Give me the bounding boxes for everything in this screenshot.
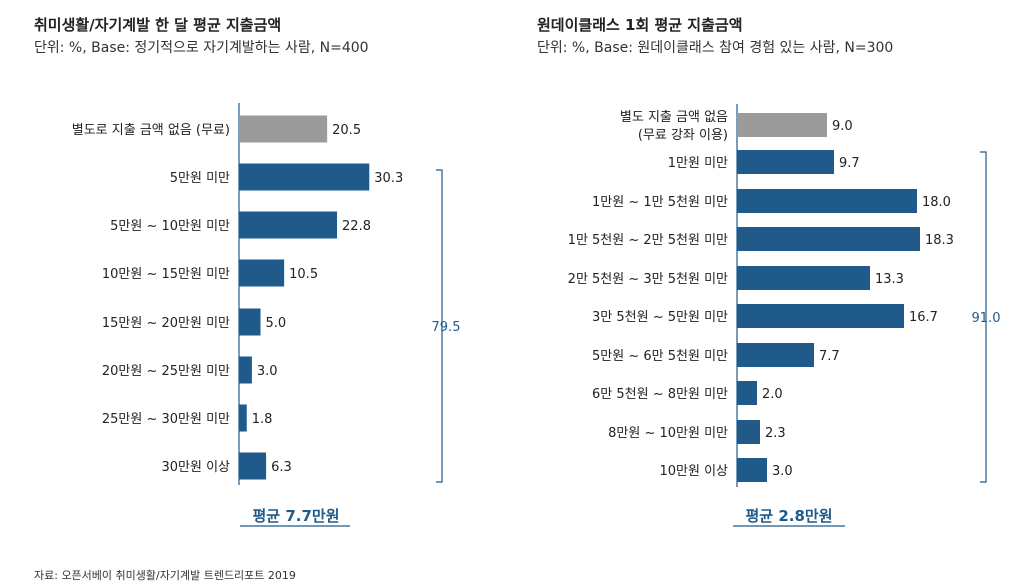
right-value-label: 2.3 [765, 426, 786, 441]
right-bar [737, 458, 767, 482]
right-category-label: 2만 5천원 ~ 3만 5천원 미만 [568, 272, 728, 287]
right-value-label: 2.0 [762, 387, 783, 402]
left-category-label: 25만원 ~ 30만원 미만 [102, 412, 230, 427]
left-bar [239, 115, 328, 143]
right-value-label: 18.3 [925, 233, 954, 248]
left-category-label: 10만원 ~ 15만원 미만 [102, 267, 230, 282]
right-bar [737, 227, 920, 251]
left-category-label: 별도로 지출 금액 없음 (무료) [72, 123, 230, 138]
left-bracket-label: 79.5 [432, 320, 461, 335]
left-chart-title: 취미생활/자기계발 한 달 평균 지출금액 [34, 16, 282, 34]
left-category-label: 5만원 미만 [170, 171, 230, 186]
right-value-label: 18.0 [922, 195, 951, 210]
right-category-label: 6만 5천원 ~ 8만원 미만 [592, 387, 728, 402]
right-bracket-label: 91.0 [972, 311, 1001, 326]
left-chart-subtitle: 단위: %, Base: 정기적으로 자기계발하는 사람, N=400 [34, 40, 369, 56]
left-value-label: 6.3 [271, 460, 292, 475]
right-average-label: 평균 2.8만원 [746, 507, 833, 525]
right-category-label: 5만원 ~ 6만 5천원 미만 [592, 349, 728, 364]
left-category-label: 15만원 ~ 20만원 미만 [102, 316, 230, 331]
right-value-label: 3.0 [772, 464, 793, 479]
right-category-label: 3만 5천원 ~ 5만원 미만 [592, 310, 728, 325]
right-bar [737, 343, 814, 367]
right-value-label: 7.7 [819, 349, 840, 364]
right-value-label: 16.7 [909, 310, 938, 325]
left-bar [239, 163, 370, 191]
left-value-label: 30.3 [374, 171, 403, 186]
right-bracket [980, 151, 987, 483]
source-note: 자료: 오픈서베이 취미생활/자기계발 트렌드리포트 2019 [34, 569, 296, 582]
right-bar [737, 150, 834, 174]
right-category-label: 1만 5천원 ~ 2만 5천원 미만 [568, 233, 728, 248]
right-value-label: 9.0 [832, 119, 853, 134]
left-bar [239, 404, 247, 432]
left-value-label: 20.5 [332, 123, 361, 138]
right-value-label: 13.3 [875, 272, 904, 287]
right-bar [737, 304, 904, 328]
right-category-label: 1만원 ~ 1만 5천원 미만 [592, 195, 728, 210]
left-bar [239, 356, 252, 384]
left-bracket [436, 169, 443, 483]
left-category-label: 30만원 이상 [161, 460, 230, 475]
right-category-label: 10만원 이상 [659, 464, 728, 479]
left-value-label: 1.8 [252, 412, 273, 427]
left-bar [239, 259, 285, 287]
right-value-label: 9.7 [839, 156, 860, 171]
right-bar [737, 381, 757, 405]
right-chart-subtitle: 단위: %, Base: 원데이클래스 참여 경험 있는 사람, N=300 [537, 40, 894, 56]
left-average-label: 평균 7.7만원 [253, 507, 340, 525]
left-bar [239, 308, 261, 336]
left-value-label: 3.0 [257, 364, 278, 379]
right-bar [737, 189, 917, 213]
right-category-label: (무료 강좌 이용) [638, 128, 728, 143]
right-bar [737, 420, 760, 444]
left-category-label: 5만원 ~ 10만원 미만 [110, 219, 230, 234]
right-chart-title: 원데이클래스 1회 평균 지출금액 [537, 16, 743, 34]
left-category-label: 20만원 ~ 25만원 미만 [102, 364, 230, 379]
right-bar [737, 113, 827, 137]
left-bar [239, 211, 338, 239]
left-value-label: 22.8 [342, 219, 371, 234]
right-category-label: 8만원 ~ 10만원 미만 [608, 426, 728, 441]
left-value-label: 10.5 [289, 267, 318, 282]
left-bar [239, 452, 267, 480]
right-category-label: 1만원 미만 [668, 156, 728, 171]
left-value-label: 5.0 [266, 316, 287, 331]
right-bar [737, 266, 870, 290]
right-category-label: 별도 지출 금액 없음 [620, 110, 728, 125]
